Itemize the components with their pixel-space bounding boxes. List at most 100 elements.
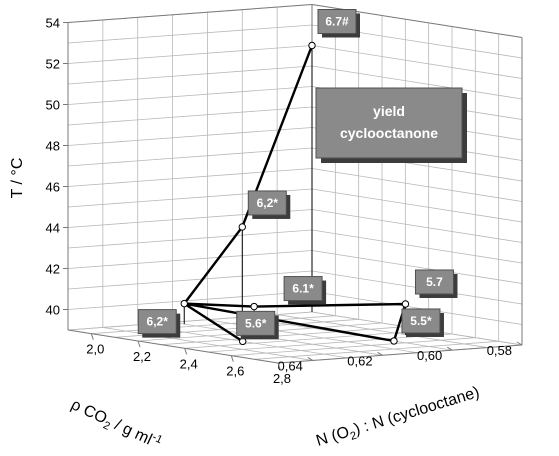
- data-label-text: 6.1*: [292, 282, 314, 296]
- x-tick-label: 0,60: [417, 348, 442, 363]
- frame-edge: [277, 344, 523, 364]
- x-tick-mark: [377, 351, 383, 356]
- series-line: [183, 45, 407, 343]
- grid-line-left-wall-h: [67, 65, 313, 85]
- data-label-box: [283, 276, 323, 302]
- z-tick-label: 48: [46, 139, 60, 154]
- x-tick-label: 0,62: [347, 353, 372, 368]
- grid-line-left-wall-h: [67, 250, 313, 269]
- x-axis-label-part-1: ρ CO: [68, 396, 109, 427]
- data-label: 6.1*: [283, 276, 327, 305]
- grid-line-right-wall-h: [311, 188, 523, 223]
- z-tick-label: 46: [46, 180, 60, 195]
- data-label-text: 6.7#: [325, 15, 349, 29]
- grid-line-right-wall-h: [311, 168, 523, 202]
- y-axis-label: N (O2) : N (cyclooctane): [314, 384, 482, 453]
- y-tick-mark: [90, 333, 94, 340]
- frame-edge: [67, 4, 313, 23]
- y-tick-mark: [137, 340, 141, 348]
- data-point: [180, 299, 188, 308]
- data-label-box: [236, 310, 276, 336]
- grid-line-left-wall-h: [67, 229, 313, 249]
- x-tick-label: 0,64: [278, 358, 303, 373]
- data-label: 5.7: [414, 269, 458, 298]
- grid-line-floor-ratio: [254, 340, 499, 360]
- x-axis-label-part-3: / g ml: [108, 415, 155, 449]
- y-axis-label-part-1: N (O: [314, 424, 351, 450]
- grid-layer: [67, 4, 523, 364]
- grid-line-left-wall-h: [67, 106, 313, 126]
- z-tick-label: 52: [46, 57, 60, 72]
- x-axis-label: ρ CO2 / g ml-1: [67, 394, 164, 455]
- grid-line-floor-ratio: [231, 337, 476, 357]
- grid-line-left-wall-h: [67, 168, 313, 187]
- grid-line-right-wall-h: [311, 229, 523, 264]
- data-label-box: [414, 269, 454, 295]
- y-tick-label: 2,2: [133, 349, 151, 364]
- x-axis-label-sup: -1: [150, 431, 164, 446]
- data-point: [390, 337, 398, 345]
- frame-edge: [67, 329, 279, 364]
- data-point: [308, 41, 316, 50]
- data-label-text: 5.7: [426, 275, 443, 289]
- x-tick-mark: [516, 341, 523, 346]
- legend-line-1: yield: [373, 103, 405, 119]
- grid-line-floor-ratio: [91, 315, 336, 335]
- z-tick-label: 44: [46, 221, 60, 236]
- legend-box: yield cyclooctanone: [315, 87, 467, 163]
- data-point: [401, 300, 410, 308]
- grid-line-left-wall-h: [67, 86, 313, 105]
- grid-line-floor-ratio: [184, 329, 429, 349]
- y-tick-label: 2,8: [273, 371, 291, 386]
- y-tick-label: 2,4: [180, 356, 198, 371]
- data-label: 6,2*: [247, 190, 291, 219]
- x-tick-label: 0,58: [487, 343, 512, 358]
- data-label-text: 5.6*: [245, 316, 267, 330]
- data-label-box: [137, 309, 177, 335]
- data-label: 6.7#: [317, 9, 360, 38]
- data-label: 5.5*: [401, 308, 444, 337]
- grid-line-left-wall-h: [67, 24, 313, 44]
- data-label: 6,2*: [137, 309, 181, 338]
- data-label-box: [247, 190, 287, 216]
- y-axis-label-part-3: ) : N (cyclooctane): [352, 384, 481, 438]
- z-tick-label: 40: [46, 303, 60, 318]
- x-axis-label-sub: 2: [101, 419, 112, 432]
- x-tick-mark: [307, 356, 314, 361]
- data-label-box: [317, 9, 357, 34]
- grid-line-right-wall-h: [311, 65, 523, 100]
- grid-line-left-wall-h: [67, 270, 313, 290]
- y-tick-mark: [277, 362, 281, 370]
- z-tick-label: 42: [46, 262, 60, 277]
- data-point: [250, 302, 258, 311]
- data-label-text: 6,2*: [147, 315, 169, 329]
- grid-line-floor-rho: [277, 314, 488, 348]
- z-tick-label: 54: [46, 16, 60, 31]
- data-label-text: 6,2*: [257, 196, 279, 210]
- grid-line-right-wall-h: [311, 291, 523, 325]
- z-tick-label: 50: [46, 98, 60, 113]
- grid-line-right-wall-h: [311, 209, 523, 243]
- data-label: 5.6*: [236, 310, 279, 340]
- y-tick-mark: [230, 355, 234, 362]
- grid-line-left-wall-h: [67, 45, 313, 64]
- label-layer: 6.7# 6,2* 6,2* 6.1* 5.7 5.5* 5.6*: [137, 9, 458, 340]
- y-axis-label-sub: 2: [349, 430, 358, 443]
- grid-line-right-wall-h: [311, 250, 523, 284]
- grid-line-left-wall-h: [67, 291, 313, 310]
- legend-line-2: cyclooctanone: [340, 125, 438, 141]
- x-tick-mark: [447, 346, 453, 351]
- data-label-text: 5.5*: [410, 314, 432, 328]
- z-axis-label: T / °C: [9, 158, 26, 199]
- grid-line-left-wall-h: [67, 147, 313, 167]
- grid-line-floor-ratio: [207, 333, 453, 353]
- grid-line-left-wall-h: [67, 127, 313, 146]
- y-tick-label: 2,0: [86, 342, 104, 357]
- data-label-box: [401, 308, 441, 334]
- grid-line-floor-ratio: [161, 326, 406, 346]
- grid-line-right-wall-h: [311, 45, 523, 79]
- y-tick-mark: [184, 348, 188, 355]
- data-point: [238, 223, 246, 231]
- legend-box-face: [315, 87, 463, 159]
